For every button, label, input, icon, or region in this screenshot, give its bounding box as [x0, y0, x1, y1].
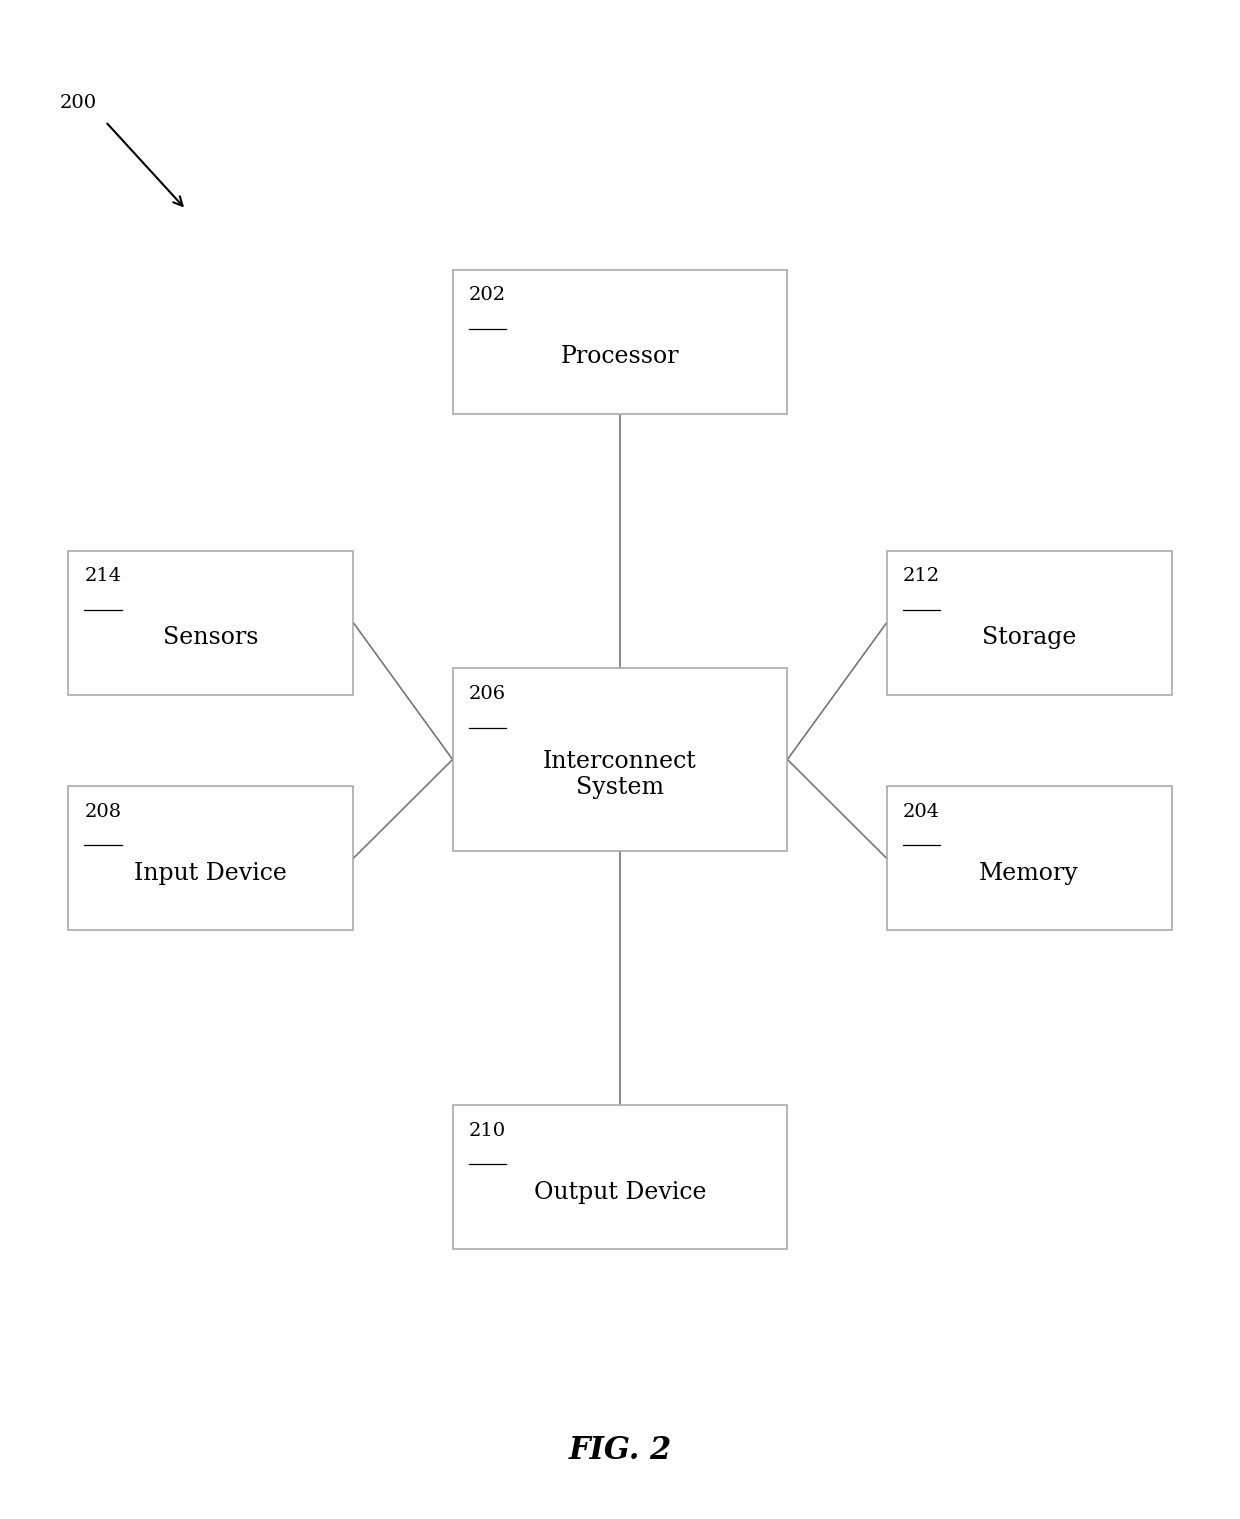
Text: 212: 212 [903, 568, 940, 585]
FancyBboxPatch shape [887, 787, 1172, 930]
Text: 214: 214 [84, 568, 122, 585]
FancyBboxPatch shape [68, 787, 353, 930]
FancyBboxPatch shape [887, 551, 1172, 696]
Text: 206: 206 [469, 685, 506, 703]
Text: Input Device: Input Device [134, 861, 288, 886]
Text: Storage: Storage [982, 626, 1076, 650]
Text: 200: 200 [60, 94, 97, 112]
Text: Processor: Processor [560, 345, 680, 369]
FancyBboxPatch shape [453, 668, 787, 851]
Text: Interconnect
System: Interconnect System [543, 750, 697, 799]
FancyBboxPatch shape [453, 270, 787, 415]
Text: FIG. 2: FIG. 2 [568, 1435, 672, 1466]
Text: 210: 210 [469, 1121, 506, 1139]
FancyBboxPatch shape [68, 551, 353, 696]
Text: Sensors: Sensors [162, 626, 259, 650]
Text: 202: 202 [469, 286, 506, 304]
FancyBboxPatch shape [453, 1106, 787, 1249]
Text: 204: 204 [903, 802, 940, 820]
Text: Output Device: Output Device [533, 1180, 707, 1205]
Text: 208: 208 [84, 802, 122, 820]
Text: Memory: Memory [980, 861, 1079, 886]
